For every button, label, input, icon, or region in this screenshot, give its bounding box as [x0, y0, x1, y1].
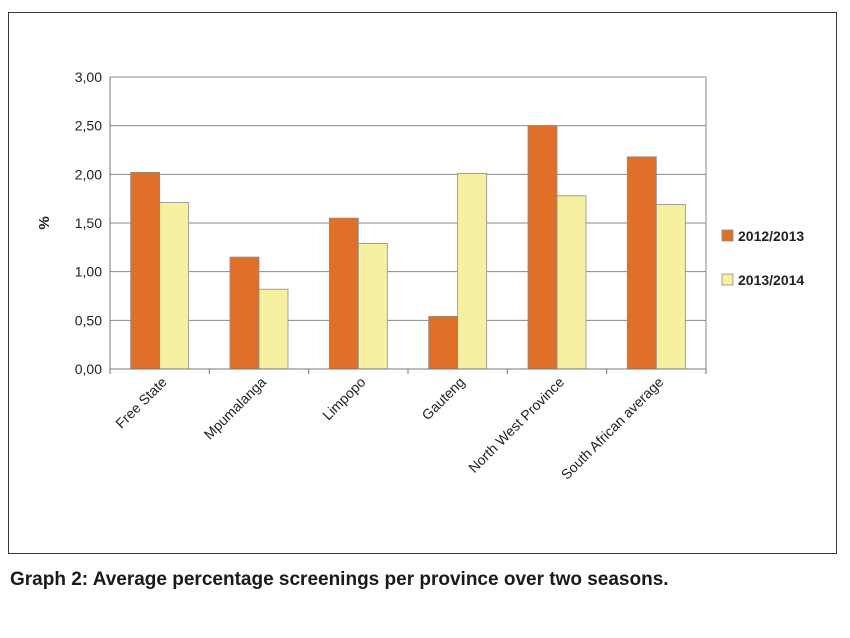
- x-category-label: Limpopo: [319, 374, 368, 423]
- y-tick-label: 0,00: [75, 361, 102, 377]
- legend-swatch: [721, 273, 734, 286]
- bar-2013-2014: [258, 288, 289, 370]
- bar-chart: 0,00 0,50 1,00 1,50 2,00 2,50 3,00% Free State M…: [36, 69, 804, 483]
- y-tick-label: 1,00: [75, 264, 102, 280]
- bar-2012-2013: [428, 316, 459, 370]
- y-tick-label: 3,00: [75, 69, 102, 85]
- y-tick-label: 0,50: [75, 312, 102, 328]
- bar-2013-2014: [457, 172, 488, 370]
- bar-2012-2013: [130, 171, 161, 370]
- bar-2012-2013: [626, 156, 657, 370]
- y-axis-title: %: [36, 216, 53, 229]
- y-tick-label: 1,50: [75, 215, 102, 231]
- bar-2013-2014: [159, 202, 190, 370]
- bar-2012-2013: [229, 256, 260, 370]
- x-category-label: North West Province: [465, 374, 567, 476]
- legend-label: 2012/2013: [738, 228, 804, 244]
- y-tick-label: 2,00: [75, 166, 102, 182]
- bar-2013-2014: [556, 195, 587, 370]
- bar-2012-2013: [328, 217, 359, 370]
- x-category-label: South African average: [558, 374, 667, 483]
- legend-label: 2013/2014: [738, 272, 804, 288]
- legend-swatch: [721, 229, 734, 242]
- x-category-label: Free State: [112, 374, 170, 432]
- x-category-label: Mpumalanga: [201, 374, 270, 443]
- bar-2012-2013: [527, 125, 558, 370]
- chart-frame: 0,00 0,50 1,00 1,50 2,00 2,50 3,00% Free State M…: [8, 12, 837, 554]
- x-category-label: Gauteng: [418, 374, 467, 423]
- figure-caption: Graph 2: Average percentage screenings p…: [10, 569, 669, 590]
- bar-2013-2014: [655, 204, 686, 370]
- bar-2013-2014: [357, 243, 388, 370]
- y-tick-label: 2,50: [75, 118, 102, 134]
